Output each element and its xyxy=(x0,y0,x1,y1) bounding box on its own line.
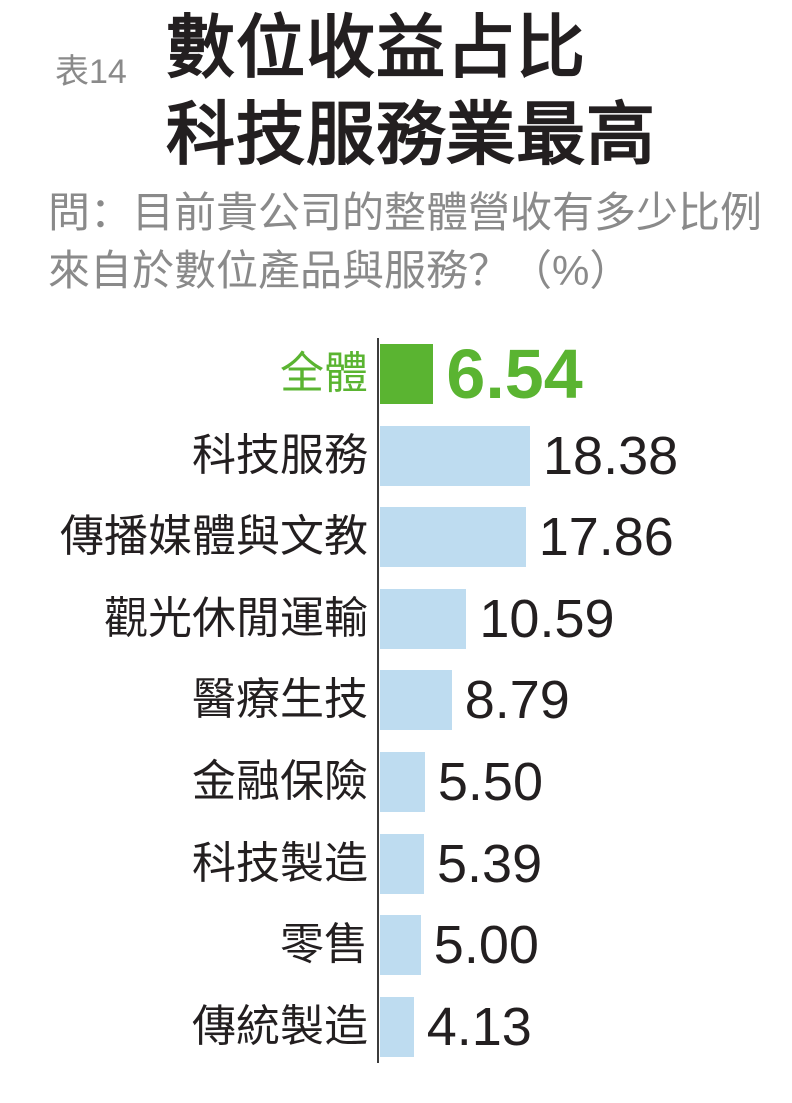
bar-row: 科技服務 18.38 xyxy=(0,425,792,486)
value-label: 18.38 xyxy=(543,425,679,486)
bar xyxy=(380,670,452,731)
bar xyxy=(380,833,424,894)
bar xyxy=(380,588,467,649)
bar-row: 觀光休閒運輸 10.59 xyxy=(0,588,792,649)
chart-question-line1: 問：目前貴公司的整體營收有多少比例 xyxy=(48,189,763,236)
y-axis-line xyxy=(377,338,379,1063)
category-label: 全體 xyxy=(280,349,368,398)
chart-title-line1: 數位收益占比 xyxy=(166,9,586,86)
chart-question: 問：目前貴公司的整體營收有多少比例 來自於數位產品與服務？（%） xyxy=(48,184,762,300)
value-label: 8.79 xyxy=(464,670,570,731)
value-label: 6.54 xyxy=(446,335,583,413)
bar xyxy=(380,507,526,568)
value-label: 5.39 xyxy=(437,833,543,894)
value-label: 4.13 xyxy=(426,996,532,1057)
bar-row: 零售 5.00 xyxy=(0,915,792,976)
bar-row: 傳播媒體與文教 17.86 xyxy=(0,507,792,568)
category-label: 傳播媒體與文教 xyxy=(60,512,368,562)
chart-title-line2: 科技服務業最高 xyxy=(166,96,656,173)
value-label: 5.50 xyxy=(437,752,543,812)
category-label: 傳統製造 xyxy=(192,1001,368,1051)
chart-title: 數位收益占比 科技服務業最高 xyxy=(166,4,656,178)
bar xyxy=(380,752,425,812)
category-label: 醫療生技 xyxy=(192,675,368,725)
bar xyxy=(380,425,530,486)
bar xyxy=(380,344,434,404)
bar-row: 科技製造 5.39 xyxy=(0,833,792,894)
value-label: 10.59 xyxy=(479,588,615,649)
category-label: 零售 xyxy=(280,920,368,970)
bar xyxy=(380,996,414,1057)
category-label: 金融保險 xyxy=(192,757,368,806)
value-label: 17.86 xyxy=(538,507,674,568)
category-label: 科技服務 xyxy=(192,430,368,480)
value-label: 5.00 xyxy=(433,915,539,976)
category-label: 科技製造 xyxy=(192,838,368,888)
category-label: 觀光休閒運輸 xyxy=(104,593,368,643)
bar-chart: 全體 6.54 科技服務 18.38 傳播媒體與文教 17.86 觀光休閒運輸 … xyxy=(0,338,792,1063)
chart-question-line2: 來自於數位產品與服務？（%） xyxy=(48,247,632,294)
bar-row: 金融保險 5.50 xyxy=(0,752,792,812)
table-number-tag: 表14 xyxy=(55,53,127,91)
bar-row: 醫療生技 8.79 xyxy=(0,670,792,731)
bar xyxy=(380,915,421,976)
bar-row: 全體 6.54 xyxy=(0,335,792,413)
bar-row: 傳統製造 4.13 xyxy=(0,996,792,1057)
